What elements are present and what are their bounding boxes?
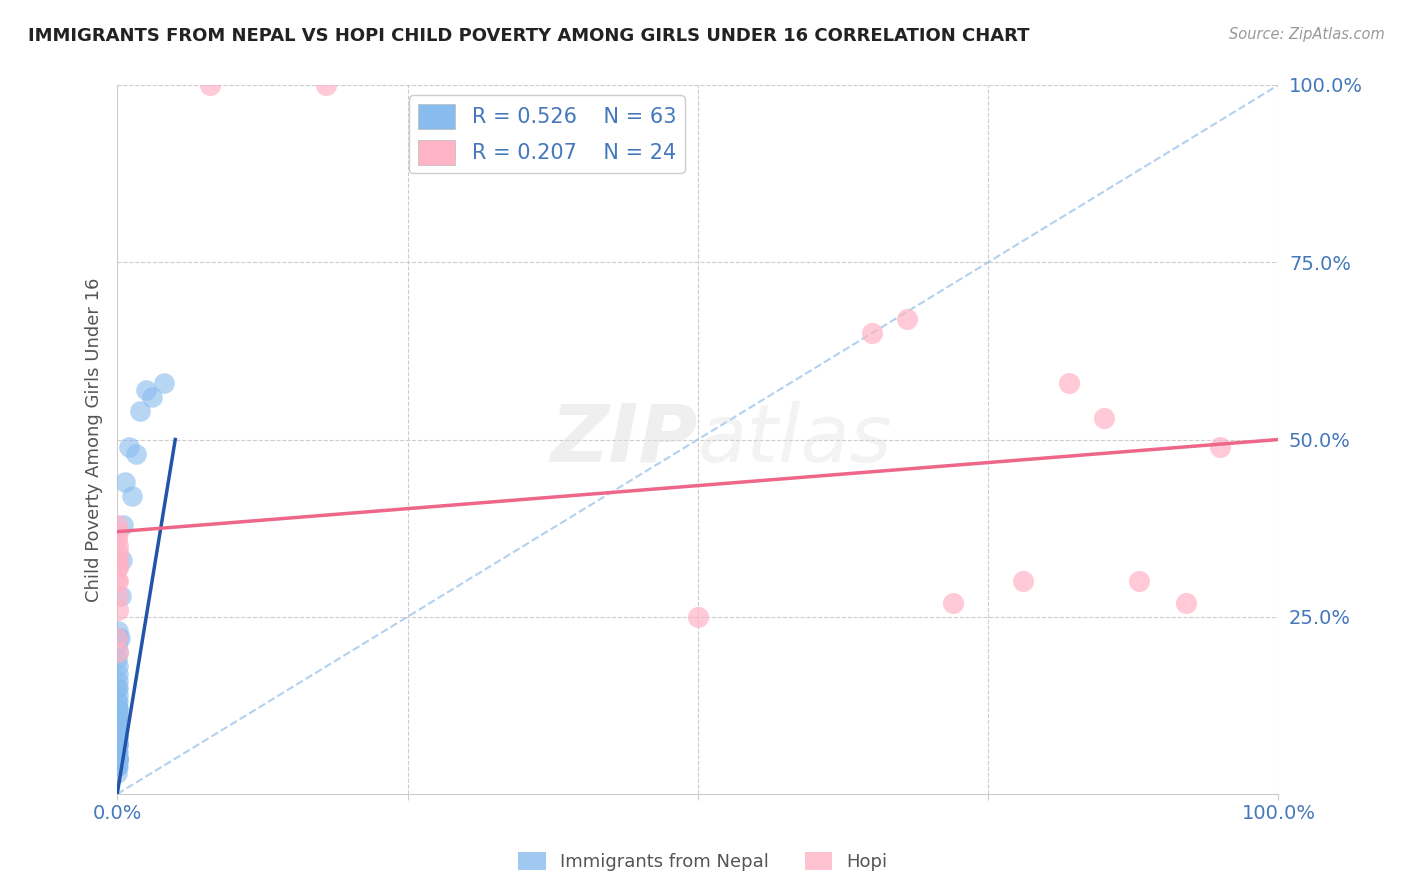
- Point: [107, 574, 129, 589]
- Point: [107, 702, 129, 716]
- Point: [107, 751, 129, 765]
- Point: [107, 738, 129, 752]
- Point: [121, 489, 143, 503]
- Point: [107, 723, 129, 738]
- Point: [107, 758, 129, 772]
- Point: [107, 751, 129, 765]
- Text: atlas: atlas: [697, 401, 893, 478]
- Text: Source: ZipAtlas.com: Source: ZipAtlas.com: [1229, 27, 1385, 42]
- Point: [107, 524, 129, 539]
- Point: [107, 751, 129, 765]
- Point: [129, 404, 152, 418]
- Point: [1059, 376, 1081, 390]
- Point: [107, 631, 129, 645]
- Point: [107, 688, 129, 702]
- Point: [125, 447, 148, 461]
- Point: [107, 758, 129, 772]
- Point: [107, 631, 129, 645]
- Point: [107, 695, 129, 709]
- Point: [107, 709, 129, 723]
- Point: [107, 652, 129, 666]
- Point: [107, 702, 129, 716]
- Point: [107, 517, 129, 532]
- Point: [107, 723, 129, 738]
- Text: IMMIGRANTS FROM NEPAL VS HOPI CHILD POVERTY AMONG GIRLS UNDER 16 CORRELATION CHA: IMMIGRANTS FROM NEPAL VS HOPI CHILD POVE…: [28, 27, 1029, 45]
- Point: [107, 666, 129, 681]
- Point: [111, 517, 134, 532]
- Point: [111, 553, 134, 567]
- Point: [107, 709, 129, 723]
- Point: [107, 738, 129, 752]
- Point: [107, 574, 129, 589]
- Point: [107, 553, 129, 567]
- Point: [107, 765, 129, 780]
- Point: [110, 589, 132, 603]
- Point: [107, 624, 129, 638]
- Point: [107, 716, 129, 731]
- Point: [107, 731, 129, 745]
- Point: [107, 589, 129, 603]
- Point: [107, 751, 129, 765]
- Point: [107, 695, 129, 709]
- Point: [942, 596, 965, 610]
- Point: [107, 645, 129, 659]
- Point: [107, 716, 129, 731]
- Point: [108, 631, 131, 645]
- Point: [107, 532, 129, 546]
- Point: [1128, 574, 1150, 589]
- Point: [107, 709, 129, 723]
- Point: [896, 312, 918, 326]
- Point: [107, 681, 129, 695]
- Point: [114, 475, 136, 489]
- Point: [107, 716, 129, 731]
- Point: [107, 560, 129, 574]
- Point: [107, 745, 129, 759]
- Point: [107, 723, 129, 738]
- Point: [107, 731, 129, 745]
- Point: [686, 609, 709, 624]
- Point: [107, 673, 129, 688]
- Point: [1209, 440, 1232, 454]
- Point: [107, 731, 129, 745]
- Text: ZIP: ZIP: [551, 401, 697, 478]
- Point: [141, 390, 163, 404]
- Point: [118, 440, 141, 454]
- Point: [107, 738, 129, 752]
- Legend: Immigrants from Nepal, Hopi: Immigrants from Nepal, Hopi: [512, 845, 894, 879]
- Point: [107, 758, 129, 772]
- Point: [1092, 411, 1115, 425]
- Point: [107, 723, 129, 738]
- Point: [107, 751, 129, 765]
- Point: [1174, 596, 1197, 610]
- Point: [107, 560, 129, 574]
- Point: [107, 731, 129, 745]
- Point: [107, 681, 129, 695]
- Point: [107, 758, 129, 772]
- Point: [107, 546, 129, 560]
- Legend: R = 0.526    N = 63, R = 0.207    N = 24: R = 0.526 N = 63, R = 0.207 N = 24: [409, 95, 685, 173]
- Point: [107, 702, 129, 716]
- Point: [107, 539, 129, 553]
- Point: [107, 745, 129, 759]
- Point: [860, 326, 883, 340]
- Point: [107, 638, 129, 652]
- Point: [107, 745, 129, 759]
- Point: [107, 702, 129, 716]
- Point: [198, 78, 221, 92]
- Point: [135, 383, 157, 397]
- Point: [315, 78, 337, 92]
- Point: [152, 376, 174, 390]
- Point: [107, 603, 129, 617]
- Point: [1012, 574, 1035, 589]
- Point: [107, 645, 129, 659]
- Y-axis label: Child Poverty Among Girls Under 16: Child Poverty Among Girls Under 16: [86, 277, 103, 602]
- Point: [107, 659, 129, 673]
- Point: [107, 709, 129, 723]
- Point: [107, 716, 129, 731]
- Point: [107, 738, 129, 752]
- Point: [107, 745, 129, 759]
